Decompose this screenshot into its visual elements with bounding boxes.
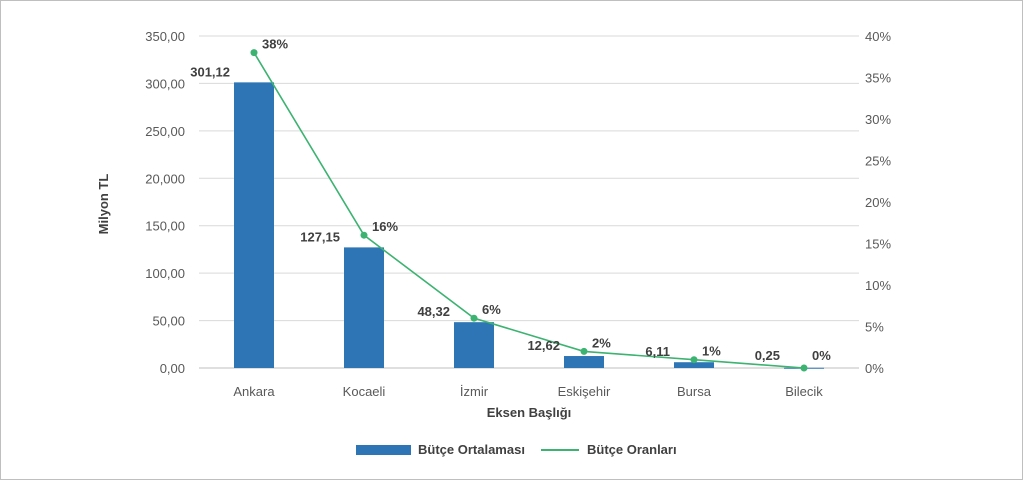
x-tick-label: Eskişehir bbox=[558, 384, 611, 399]
bar bbox=[344, 247, 384, 368]
bar-value-label: 48,32 bbox=[417, 304, 450, 319]
y2-tick-label: 20% bbox=[865, 195, 891, 210]
bar-value-label: 301,12 bbox=[190, 64, 230, 79]
x-axis-title: Eksen Başlığı bbox=[487, 405, 572, 420]
line-value-label: 0% bbox=[812, 348, 831, 363]
line-point bbox=[360, 231, 368, 239]
y-tick-label: 350,00 bbox=[145, 29, 185, 44]
bar-value-label: 0,25 bbox=[755, 348, 780, 363]
y-tick-label: 150,00 bbox=[145, 219, 185, 234]
line-point bbox=[470, 314, 478, 322]
y-axis-title: Milyon TL bbox=[96, 174, 111, 235]
y2-tick-label: 10% bbox=[865, 278, 891, 293]
line-value-label: 6% bbox=[482, 302, 501, 317]
bar-data-labels: 301,12 127,15 48,32 12,62 6,11 0,25 bbox=[190, 64, 780, 363]
bar-value-label: 6,11 bbox=[645, 344, 670, 359]
legend: Bütçe Ortalaması Bütçe Oranları bbox=[356, 442, 677, 457]
y2-tick-label: 40% bbox=[865, 29, 891, 44]
line-point bbox=[580, 347, 588, 355]
line-value-label: 2% bbox=[592, 335, 611, 350]
y2-tick-label: 35% bbox=[865, 71, 891, 86]
y2-tick-label: 25% bbox=[865, 154, 891, 169]
line-point bbox=[800, 364, 808, 372]
x-axis-ticks: Ankara Kocaeli İzmir Eskişehir Bursa Bilecik bbox=[233, 384, 823, 399]
y2-tick-label: 30% bbox=[865, 112, 891, 127]
y-tick-label: 100,00 bbox=[145, 266, 185, 281]
bar bbox=[234, 82, 274, 368]
line-value-label: 16% bbox=[372, 219, 398, 234]
bar bbox=[564, 356, 604, 368]
legend-bar-label: Bütçe Ortalaması bbox=[418, 442, 525, 457]
x-tick-label: Kocaeli bbox=[343, 384, 386, 399]
right-axis-ticks: 0% 5% 10% 15% 20% 25% 30% 35% 40% bbox=[865, 29, 891, 376]
line-series bbox=[250, 49, 808, 372]
bar-value-label: 12,62 bbox=[527, 338, 560, 353]
bar bbox=[674, 362, 714, 368]
line-point bbox=[690, 356, 698, 364]
y-tick-label: 300,00 bbox=[145, 76, 185, 91]
y2-tick-label: 15% bbox=[865, 237, 891, 252]
legend-bar-swatch bbox=[356, 445, 411, 455]
line-value-label: 38% bbox=[262, 37, 288, 52]
left-axis-ticks: 0,00 50,00 100,00 150,00 20,000 250,00 300,00 3… bbox=[145, 29, 185, 376]
line-value-label: 1% bbox=[702, 344, 721, 359]
y-tick-label: 50,00 bbox=[152, 314, 185, 329]
line-data-labels: 38% 16% 6% 2% 1% 0% bbox=[262, 37, 831, 363]
bar bbox=[454, 322, 494, 368]
gridlines bbox=[199, 35, 859, 369]
bar-series bbox=[234, 82, 824, 369]
legend-line-label: Bütçe Oranları bbox=[587, 442, 677, 457]
line-path bbox=[253, 52, 805, 369]
line-point bbox=[250, 49, 258, 57]
y2-tick-label: 5% bbox=[865, 320, 884, 335]
bar-value-label: 127,15 bbox=[300, 229, 340, 244]
y-tick-label: 20,000 bbox=[145, 171, 185, 186]
x-tick-label: Bursa bbox=[677, 384, 712, 399]
x-tick-label: Ankara bbox=[233, 384, 275, 399]
x-tick-label: Bilecik bbox=[785, 384, 823, 399]
y2-tick-label: 0% bbox=[865, 361, 884, 376]
x-tick-label: İzmir bbox=[460, 384, 489, 399]
y-tick-label: 0,00 bbox=[160, 361, 185, 376]
y-tick-label: 250,00 bbox=[145, 124, 185, 139]
